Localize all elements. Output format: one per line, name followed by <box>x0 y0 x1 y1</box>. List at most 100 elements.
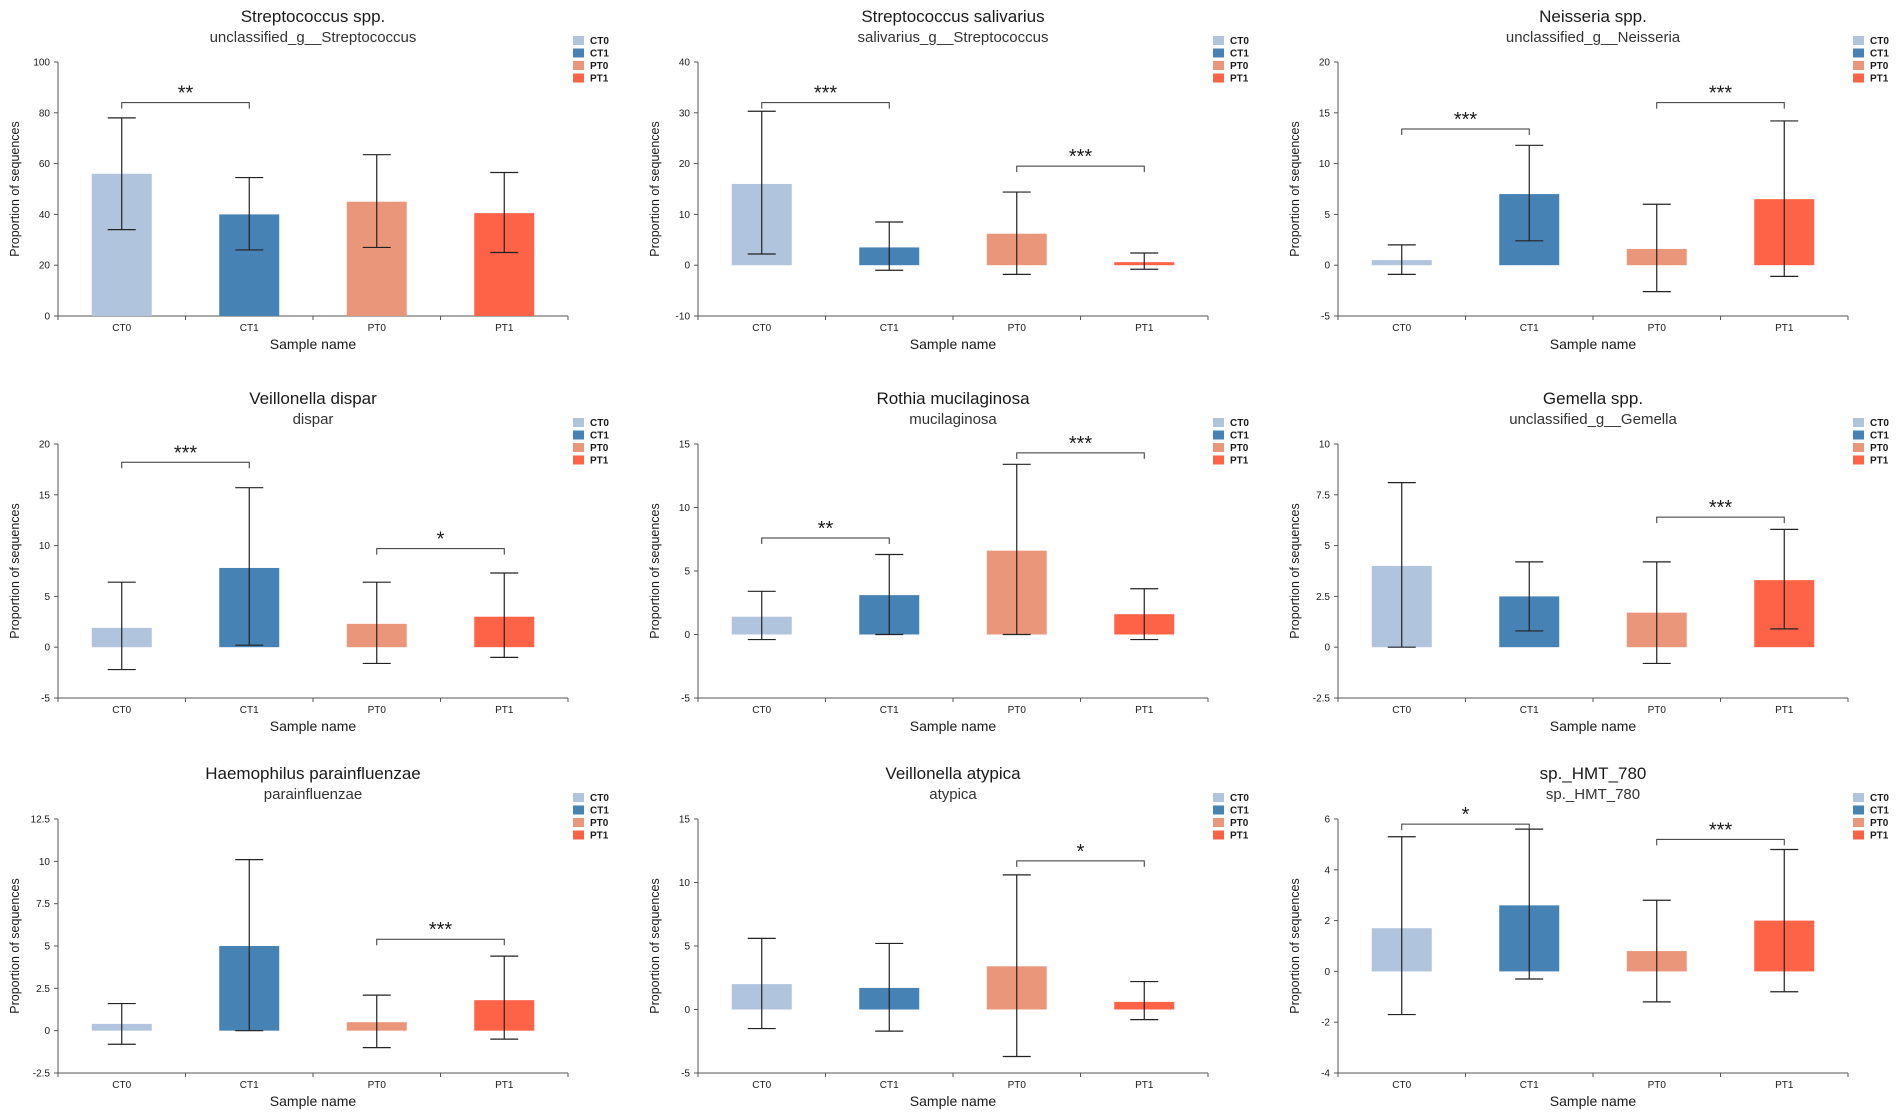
legend-label-pt0: PT0 <box>590 443 609 454</box>
y-tick-label: 40 <box>39 210 51 221</box>
x-tick-label: CT1 <box>240 323 259 334</box>
legend-swatch-ct1 <box>1213 48 1224 58</box>
y-tick-label: 10 <box>1319 440 1331 451</box>
y-tick-label: 0 <box>1324 643 1330 654</box>
y-tick-label: 15 <box>679 815 691 826</box>
legend-label-ct1: CT1 <box>1870 431 1889 442</box>
legend-swatch-pt0 <box>1213 61 1224 70</box>
x-tick-label: CT1 <box>1520 323 1539 334</box>
x-axis-label: Sample name <box>270 336 357 352</box>
y-tick-label: 5 <box>684 567 690 578</box>
legend-swatch-pt0 <box>1213 443 1224 452</box>
y-tick-label: -4 <box>1321 1069 1330 1080</box>
y-axis-label: Proportion of sequences <box>648 503 662 639</box>
y-tick-label: 30 <box>679 108 691 119</box>
y-tick-label: -5 <box>681 694 690 705</box>
x-tick-label: CT1 <box>880 323 899 334</box>
x-tick-label: CT1 <box>1520 1080 1539 1091</box>
y-tick-label: 20 <box>679 159 691 170</box>
y-tick-label: 2.5 <box>1316 592 1330 603</box>
legend-label-pt0: PT0 <box>1230 61 1249 72</box>
y-tick-label: -5 <box>681 1069 690 1080</box>
y-tick-label: 80 <box>39 108 51 119</box>
significance-label: *** <box>1069 433 1093 455</box>
legend-label-pt1: PT1 <box>1870 456 1889 467</box>
significance-bracket <box>1016 860 1145 867</box>
legend-label-ct0: CT0 <box>590 793 609 804</box>
legend-label-pt0: PT0 <box>1870 443 1889 454</box>
chart-subtitle: unclassified_g__Neisseria <box>1506 29 1681 46</box>
chart-subtitle: salivarius_g__Streptococcus <box>858 29 1049 46</box>
y-tick-label: 10 <box>39 541 51 552</box>
y-tick-label: 4 <box>1324 865 1330 876</box>
legend-label-ct1: CT1 <box>1230 431 1249 442</box>
chart-subtitle: atypica <box>929 786 977 803</box>
legend-label-ct1: CT1 <box>1870 49 1889 60</box>
y-tick-label: 10 <box>39 857 51 868</box>
chart-subtitle: unclassified_g__Gemella <box>1509 411 1677 428</box>
x-tick-label: CT0 <box>112 323 131 334</box>
chart-title: Veillonella dispar <box>249 389 377 408</box>
y-tick-label: 2 <box>1324 916 1330 927</box>
legend-label-pt1: PT1 <box>1230 74 1249 85</box>
significance-bracket <box>1656 516 1785 524</box>
significance-label: *** <box>814 83 838 105</box>
chart-panel-6: Gemella spp. unclassified_g__Gemella -2.5 0… <box>1288 389 1889 734</box>
y-tick-label: 6 <box>1324 815 1330 826</box>
legend-swatch-ct0 <box>1213 418 1224 427</box>
significance-bracket <box>1656 838 1785 846</box>
legend-label-ct1: CT1 <box>1870 806 1889 817</box>
significance-bracket <box>1016 165 1145 173</box>
chart-panel-7: Haemophilus parainfluenzae parainfluenzae… <box>8 764 609 1109</box>
legend-label-pt1: PT1 <box>1230 456 1249 467</box>
x-tick-label: PT0 <box>1008 323 1027 334</box>
y-tick-label: 0 <box>44 1026 50 1037</box>
legend-label-ct0: CT0 <box>1230 418 1249 429</box>
y-tick-label: 60 <box>39 159 51 170</box>
legend-label-pt1: PT1 <box>1870 831 1889 842</box>
significance-bracket <box>1016 452 1145 459</box>
legend-swatch-ct1 <box>1213 430 1224 440</box>
legend-swatch-pt0 <box>1853 61 1864 70</box>
legend-label-pt1: PT1 <box>1870 74 1889 85</box>
chart-subtitle: parainfluenzae <box>264 786 362 803</box>
significance-label: * <box>1077 841 1085 863</box>
x-tick-label: CT0 <box>1392 705 1411 716</box>
y-tick-label: 0 <box>44 643 50 654</box>
x-tick-label: CT1 <box>240 705 259 716</box>
legend-swatch-ct0 <box>573 36 584 45</box>
y-axis-label: Proportion of sequences <box>1288 878 1302 1014</box>
significance-bracket <box>376 938 505 946</box>
x-tick-label: PT0 <box>368 705 387 716</box>
y-axis-label: Proportion of sequences <box>648 878 662 1014</box>
legend-label-ct0: CT0 <box>1870 793 1889 804</box>
x-tick-label: CT1 <box>880 705 899 716</box>
x-tick-label: PT0 <box>368 1080 387 1091</box>
legend-label-ct0: CT0 <box>1870 36 1889 47</box>
chart-title: Gemella spp. <box>1543 389 1643 408</box>
legend-label-pt0: PT0 <box>1230 818 1249 829</box>
chart-panel-3: Neisseria spp. unclassified_g__Neisseria -… <box>1288 7 1889 352</box>
significance-label: *** <box>429 919 453 941</box>
x-axis-label: Sample name <box>270 718 357 734</box>
y-tick-label: 10 <box>679 878 691 889</box>
legend-swatch-pt0 <box>573 61 584 70</box>
legend-swatch-pt0 <box>1213 818 1224 827</box>
y-tick-label: -5 <box>1321 312 1330 323</box>
significance-label: *** <box>1709 83 1733 105</box>
legend-swatch-ct0 <box>1853 793 1864 802</box>
legend-swatch-pt1 <box>573 830 584 840</box>
y-tick-label: 40 <box>679 58 691 69</box>
legend-label-ct1: CT1 <box>1230 49 1249 60</box>
y-axis-label: Proportion of sequences <box>8 121 22 257</box>
x-tick-label: PT1 <box>495 323 514 334</box>
chart-title: Neisseria spp. <box>1539 7 1647 26</box>
legend-swatch-pt1 <box>1853 830 1864 840</box>
y-axis-label: Proportion of sequences <box>1288 121 1302 257</box>
y-tick-label: 5 <box>44 592 50 603</box>
legend-label-ct1: CT1 <box>590 49 609 60</box>
chart-title: Streptococcus salivarius <box>861 7 1044 26</box>
y-axis-label: Proportion of sequences <box>1288 503 1302 639</box>
y-tick-label: 20 <box>39 261 51 272</box>
